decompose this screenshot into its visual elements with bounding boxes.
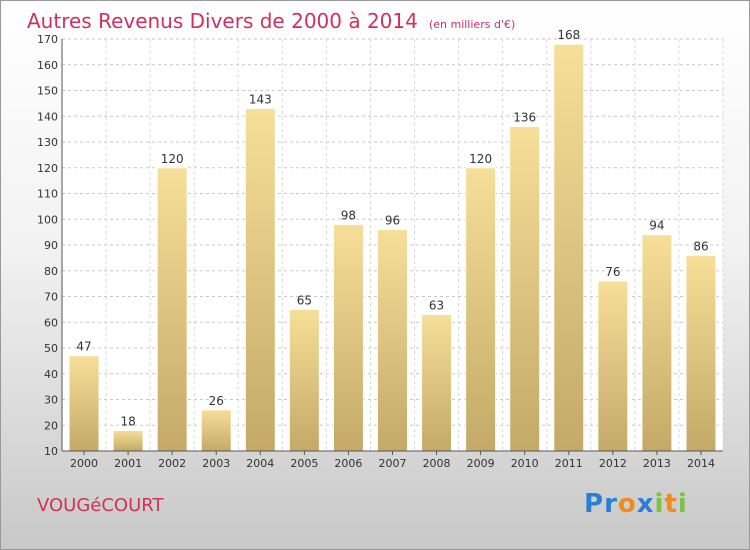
x-tick-label: 2006	[334, 457, 362, 470]
bar-value-label: 26	[209, 394, 224, 408]
bar	[641, 234, 673, 452]
x-tick-label: 2010	[511, 457, 539, 470]
x-tick-label: 2011	[555, 457, 583, 470]
bar-value-label: 143	[249, 93, 272, 107]
bar-value-label: 86	[693, 239, 708, 253]
bar	[685, 254, 717, 452]
bar	[244, 108, 276, 452]
y-tick-label: 120	[37, 162, 58, 175]
bar	[465, 167, 497, 452]
bar	[553, 43, 585, 452]
bar	[68, 355, 100, 452]
bar-value-label: 136	[513, 111, 536, 125]
bar-value-label: 47	[76, 340, 91, 354]
x-tick-label: 2000	[70, 457, 98, 470]
logo-letter: x	[636, 489, 655, 519]
bar	[377, 229, 408, 452]
logo-letter: r	[604, 489, 618, 519]
bar	[509, 126, 541, 452]
town-name: VOUGéCOURT	[37, 495, 164, 516]
y-tick-label: 30	[44, 394, 58, 407]
x-tick-label: 2002	[158, 457, 186, 470]
bar-value-label: 63	[429, 299, 444, 313]
bar-value-label: 168	[557, 28, 580, 42]
y-tick-label: 100	[37, 213, 58, 226]
x-tick-label: 2013	[643, 457, 671, 470]
x-tick-label: 2014	[687, 457, 715, 470]
bar-value-label: 120	[469, 152, 492, 166]
y-tick-label: 70	[44, 291, 58, 304]
proxiti-logo: Proxiti	[584, 489, 688, 519]
x-tick-label: 2012	[599, 457, 627, 470]
logo-letter: P	[584, 489, 605, 519]
bar	[597, 280, 629, 452]
bar-value-label: 98	[341, 208, 356, 222]
bar-value-label: 120	[161, 152, 184, 166]
x-tick-label: 2004	[246, 457, 274, 470]
y-tick-label: 150	[37, 85, 58, 98]
y-tick-label: 60	[44, 316, 58, 329]
chart-title: Autres Revenus Divers de 2000 à 2014	[27, 9, 418, 33]
y-tick-label: 90	[44, 239, 58, 252]
y-tick-label: 170	[37, 33, 58, 46]
x-tick-label: 2008	[423, 457, 451, 470]
chart-subtitle: (en milliers d'€)	[428, 18, 516, 31]
bar	[200, 409, 232, 452]
x-tick-label: 2001	[114, 457, 142, 470]
bar	[332, 223, 364, 452]
logo-letter: t	[664, 489, 678, 519]
x-tick-label: 2007	[379, 457, 407, 470]
x-tick-label: 2009	[467, 457, 495, 470]
y-tick-label: 130	[37, 136, 58, 149]
y-tick-label: 20	[44, 419, 58, 432]
bar-value-label: 94	[649, 219, 664, 233]
bar	[156, 167, 188, 452]
logo-letter: i	[654, 489, 665, 519]
y-tick-label: 160	[37, 59, 58, 72]
chart-heading: Autres Revenus Divers de 2000 à 2014 (en…	[27, 9, 515, 33]
y-tick-label: 50	[44, 342, 58, 355]
y-tick-label: 110	[37, 188, 58, 201]
x-tick-label: 2003	[202, 457, 230, 470]
bar-value-label: 76	[605, 265, 620, 279]
y-tick-label: 10	[44, 445, 58, 458]
bar-value-label: 18	[120, 414, 135, 428]
bar	[288, 308, 320, 452]
bar-value-label: 96	[385, 214, 400, 228]
logo-letter: i	[677, 489, 688, 519]
bar	[112, 429, 144, 452]
y-tick-label: 40	[44, 368, 58, 381]
y-tick-label: 80	[44, 265, 58, 278]
bar-value-label: 65	[297, 293, 312, 307]
y-tick-label: 140	[37, 110, 58, 123]
x-tick-label: 2005	[290, 457, 318, 470]
logo-letter: o	[617, 489, 637, 519]
bar	[421, 314, 453, 452]
